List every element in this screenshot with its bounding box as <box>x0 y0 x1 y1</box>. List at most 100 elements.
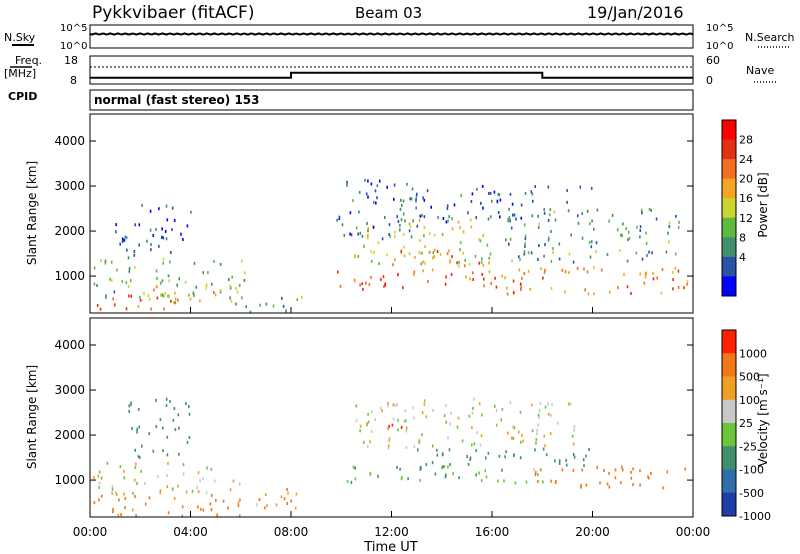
power-cells-cell <box>537 258 539 261</box>
power-cells-cell <box>623 272 625 276</box>
vel-cells-cell <box>367 420 370 424</box>
vel-cells-cell <box>120 513 122 517</box>
power-cells-cell <box>377 241 380 245</box>
power-cells-cell <box>470 225 473 229</box>
vel-cells-cell <box>554 459 556 463</box>
power-cells-cell <box>480 260 483 264</box>
vel-cells-cell <box>425 463 428 467</box>
power-cells-cell <box>593 227 595 231</box>
power-cells-cell <box>207 271 209 275</box>
vel-cells-cell <box>137 407 140 411</box>
power-cells-cell <box>370 259 373 263</box>
power-cells-cell <box>550 260 553 263</box>
vel-cells-cell <box>547 402 549 406</box>
power-cells-cell <box>428 250 431 254</box>
vel-cells-cell <box>475 473 477 477</box>
vel-cells-cell <box>567 402 570 406</box>
vel-cells-cell <box>666 470 669 474</box>
power-cells-cell <box>495 285 498 289</box>
power-cells-cell <box>459 241 462 245</box>
vel-cells-cell <box>124 506 126 510</box>
vel-cells-cell <box>534 473 537 477</box>
power-cells-cell <box>639 272 641 276</box>
colorbar-segment <box>722 353 736 377</box>
vel-cells-cell <box>580 484 582 488</box>
vel-cells-cell <box>355 404 358 408</box>
power-colorbar-label: Power [dB] <box>756 172 770 237</box>
power-cells-cell <box>171 206 174 210</box>
power-cells-cell <box>149 209 152 213</box>
vel-cells-cell <box>136 430 138 434</box>
power-cells-cell <box>399 228 401 232</box>
vel-cells-cell <box>119 465 122 469</box>
vel-cells-cell <box>118 498 120 502</box>
vel-cells-cell <box>346 479 349 483</box>
vel-cells-cell <box>98 486 100 489</box>
power-cells-cell <box>202 271 204 275</box>
power-cells-cell <box>534 185 536 188</box>
y-tick-label: 2000 <box>54 428 85 442</box>
vel-cells-cell <box>134 448 136 452</box>
power-cells-cell <box>471 192 474 196</box>
vel-cells-cell <box>494 404 496 408</box>
power-cells-cell <box>451 217 453 221</box>
vel-cells-cell <box>537 413 540 417</box>
power-cells-cell <box>677 225 680 229</box>
power-cells-cell <box>388 232 390 236</box>
power-cells-cell <box>652 271 654 275</box>
power-cells-cell <box>472 278 474 281</box>
vel-cells-cell <box>487 451 490 455</box>
power-cells-cell <box>511 259 513 263</box>
vel-cells-cell <box>445 404 447 408</box>
vel-cells-cell <box>140 469 142 473</box>
power-cells-cell <box>566 189 568 193</box>
vel-cells-cell <box>469 458 471 461</box>
vel-cells-cell <box>181 514 184 518</box>
vel-cells-cell <box>448 448 451 452</box>
freq-label: Freq. <box>15 54 42 67</box>
vel-cells-cell <box>387 444 390 448</box>
power-cells-cell <box>596 208 599 212</box>
power-cells-cell <box>163 307 165 311</box>
power-cells-cell <box>421 213 423 217</box>
vel-cells-cell <box>621 465 623 469</box>
power-cells-cell <box>409 224 412 228</box>
vel-cells-cell <box>148 432 151 436</box>
vel-cells-cell <box>134 495 136 498</box>
power-cells-cell <box>110 260 113 264</box>
power-cells-cell <box>235 302 237 306</box>
vel-cells-cell <box>449 463 451 467</box>
power-cells-cell <box>487 217 490 221</box>
power-cells-cell <box>645 231 647 235</box>
power-cells-cell <box>186 224 189 228</box>
colorbar-tick-label: 4 <box>739 251 746 264</box>
vel-cells-cell <box>167 511 170 515</box>
power-cells-cell <box>618 249 621 252</box>
vel-cells-cell <box>123 476 126 480</box>
colorbar-segment <box>722 469 736 494</box>
beam-label: Beam 03 <box>355 4 422 22</box>
vel-cells-cell <box>124 497 127 501</box>
power-cells-cell <box>372 200 375 204</box>
vel-cells-cell <box>662 486 664 490</box>
power-cells-cell <box>547 219 550 222</box>
vel-cells-cell <box>630 476 633 480</box>
vel-cells-cell <box>188 412 191 416</box>
vel-cells-cell <box>497 479 499 483</box>
vel-cells-cell <box>495 423 498 427</box>
vel-cells-cell <box>581 468 583 472</box>
power-cells-cell <box>450 273 453 276</box>
vel-cells-cell <box>161 426 164 430</box>
power-cells-cell <box>651 251 653 255</box>
power-cells-cell <box>109 277 111 281</box>
power-cells-cell <box>542 276 544 280</box>
power-cells-cell <box>418 218 421 222</box>
cpid-label: CPID <box>8 90 37 103</box>
power-cells-cell <box>519 282 522 286</box>
vel-cells-cell <box>495 408 498 412</box>
power-cells-cell <box>564 290 566 294</box>
power-cells-cell <box>361 282 363 286</box>
power-cells-cell <box>355 226 358 230</box>
power-cells-cell <box>508 242 510 246</box>
power-cells-cell <box>509 192 512 196</box>
